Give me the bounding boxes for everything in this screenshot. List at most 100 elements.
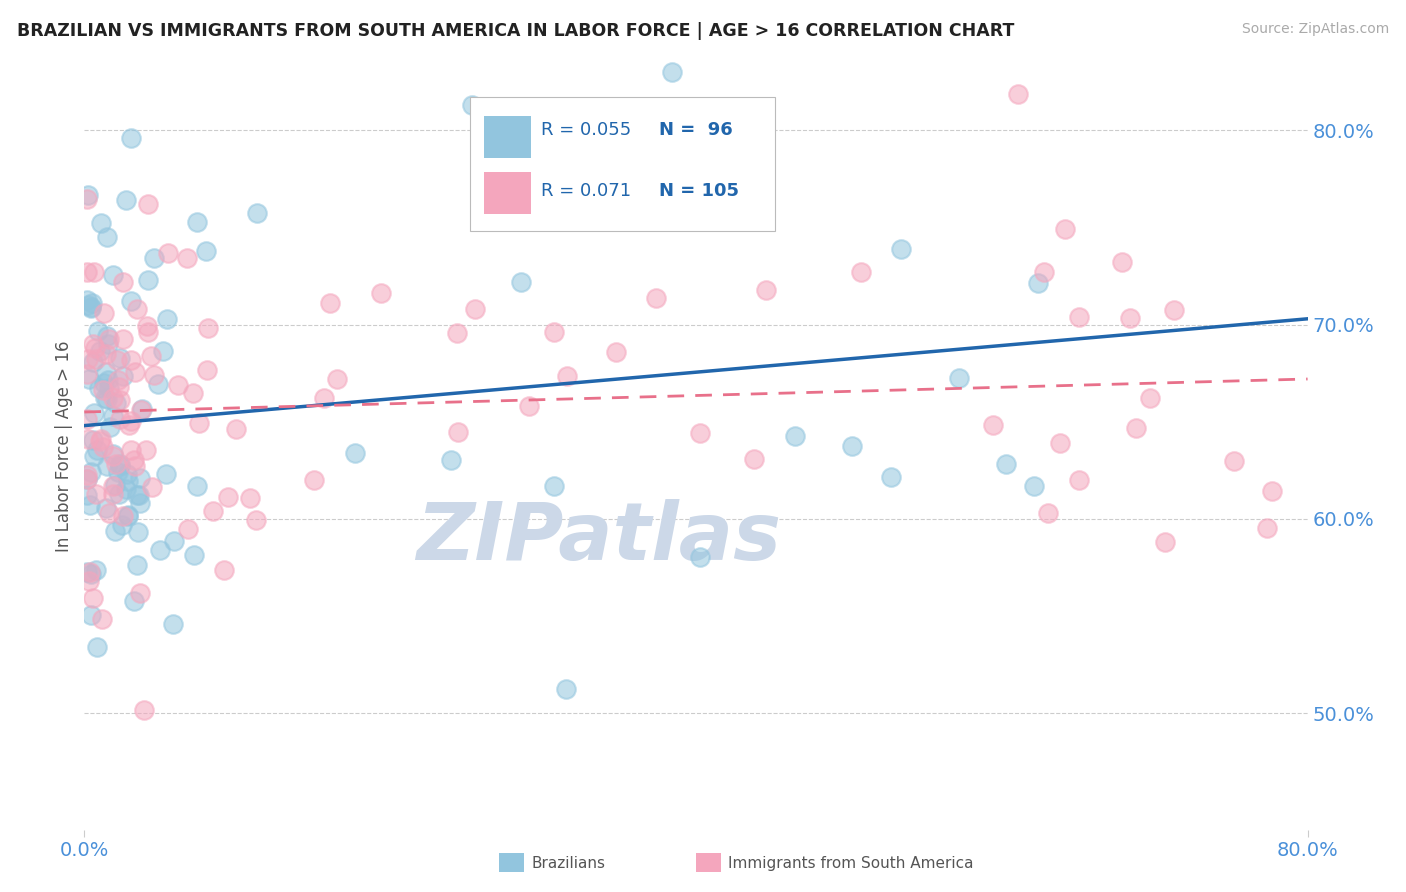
Point: [96, 329, 118, 343]
Point: [79, 565, 101, 579]
Point: [122, 593, 145, 607]
Point: [661, 65, 683, 79]
Point: [177, 522, 200, 536]
Point: [1026, 277, 1049, 291]
Point: [117, 508, 139, 523]
Point: [201, 504, 224, 518]
Point: [742, 452, 765, 467]
Point: [117, 508, 139, 522]
Point: [1067, 310, 1090, 325]
Point: [197, 321, 219, 335]
Point: [94, 501, 117, 516]
Point: [76, 193, 98, 207]
Point: [849, 264, 872, 278]
Point: [1007, 87, 1029, 101]
Point: [96, 347, 118, 361]
Point: [302, 473, 325, 487]
Point: [217, 490, 239, 504]
Point: [135, 318, 157, 333]
Point: [107, 373, 129, 387]
Point: [89, 344, 111, 359]
Point: [118, 417, 141, 432]
Point: [82, 433, 104, 447]
Point: [129, 471, 152, 485]
Point: [104, 524, 127, 538]
Point: [136, 196, 159, 211]
Point: [948, 371, 970, 385]
Point: [96, 230, 118, 244]
Point: [127, 487, 149, 501]
Point: [80, 301, 103, 315]
Point: [181, 386, 204, 401]
Point: [108, 458, 131, 473]
Point: [343, 445, 366, 459]
Point: [440, 453, 463, 467]
Point: [101, 268, 124, 282]
Point: [183, 548, 205, 562]
Point: [120, 415, 142, 429]
Point: [543, 326, 565, 340]
Bar: [484, 116, 531, 158]
Point: [1163, 303, 1185, 318]
Point: [80, 566, 103, 581]
Point: [107, 465, 129, 479]
Point: [82, 354, 104, 368]
Point: [117, 474, 139, 488]
Point: [91, 440, 114, 454]
Point: [605, 344, 627, 359]
Point: [142, 251, 165, 265]
Point: [94, 365, 117, 379]
Point: [82, 337, 104, 351]
Point: [188, 416, 211, 430]
Point: [122, 453, 145, 467]
Point: [127, 302, 149, 317]
Point: [76, 565, 98, 579]
Point: [96, 392, 118, 406]
Point: [86, 324, 108, 338]
Point: [90, 612, 112, 626]
Point: [101, 479, 124, 493]
Point: [755, 283, 778, 297]
Point: [1118, 310, 1140, 325]
Point: [312, 391, 335, 405]
Point: [98, 420, 121, 434]
Point: [120, 293, 142, 308]
Text: ZIPatlas: ZIPatlas: [416, 499, 780, 577]
Point: [555, 182, 578, 196]
Point: [80, 465, 103, 479]
Point: [555, 368, 578, 383]
Point: [112, 275, 135, 289]
Point: [101, 447, 124, 461]
Point: [83, 406, 105, 420]
Point: [104, 478, 127, 492]
Point: [225, 422, 247, 436]
Point: [135, 442, 157, 457]
Text: N =  96: N = 96: [659, 121, 733, 139]
Point: [83, 449, 105, 463]
Point: [104, 457, 127, 471]
Point: [84, 487, 107, 501]
Point: [1067, 473, 1090, 487]
Point: [105, 353, 128, 368]
Point: [77, 372, 100, 386]
Point: [84, 351, 107, 366]
FancyBboxPatch shape: [470, 97, 776, 231]
Point: [245, 513, 267, 527]
Point: [111, 332, 134, 346]
Point: [245, 206, 267, 220]
Point: [108, 380, 131, 394]
Point: [120, 130, 142, 145]
Point: [167, 377, 190, 392]
Point: [87, 381, 110, 395]
Text: R = 0.055: R = 0.055: [541, 121, 631, 139]
Point: [689, 425, 711, 440]
Point: [98, 381, 121, 395]
Point: [112, 369, 135, 384]
Point: [1153, 535, 1175, 549]
Point: [76, 412, 98, 426]
Point: [120, 443, 142, 458]
Point: [101, 450, 124, 464]
Point: [110, 412, 132, 426]
Point: [162, 617, 184, 632]
Point: [890, 242, 912, 256]
